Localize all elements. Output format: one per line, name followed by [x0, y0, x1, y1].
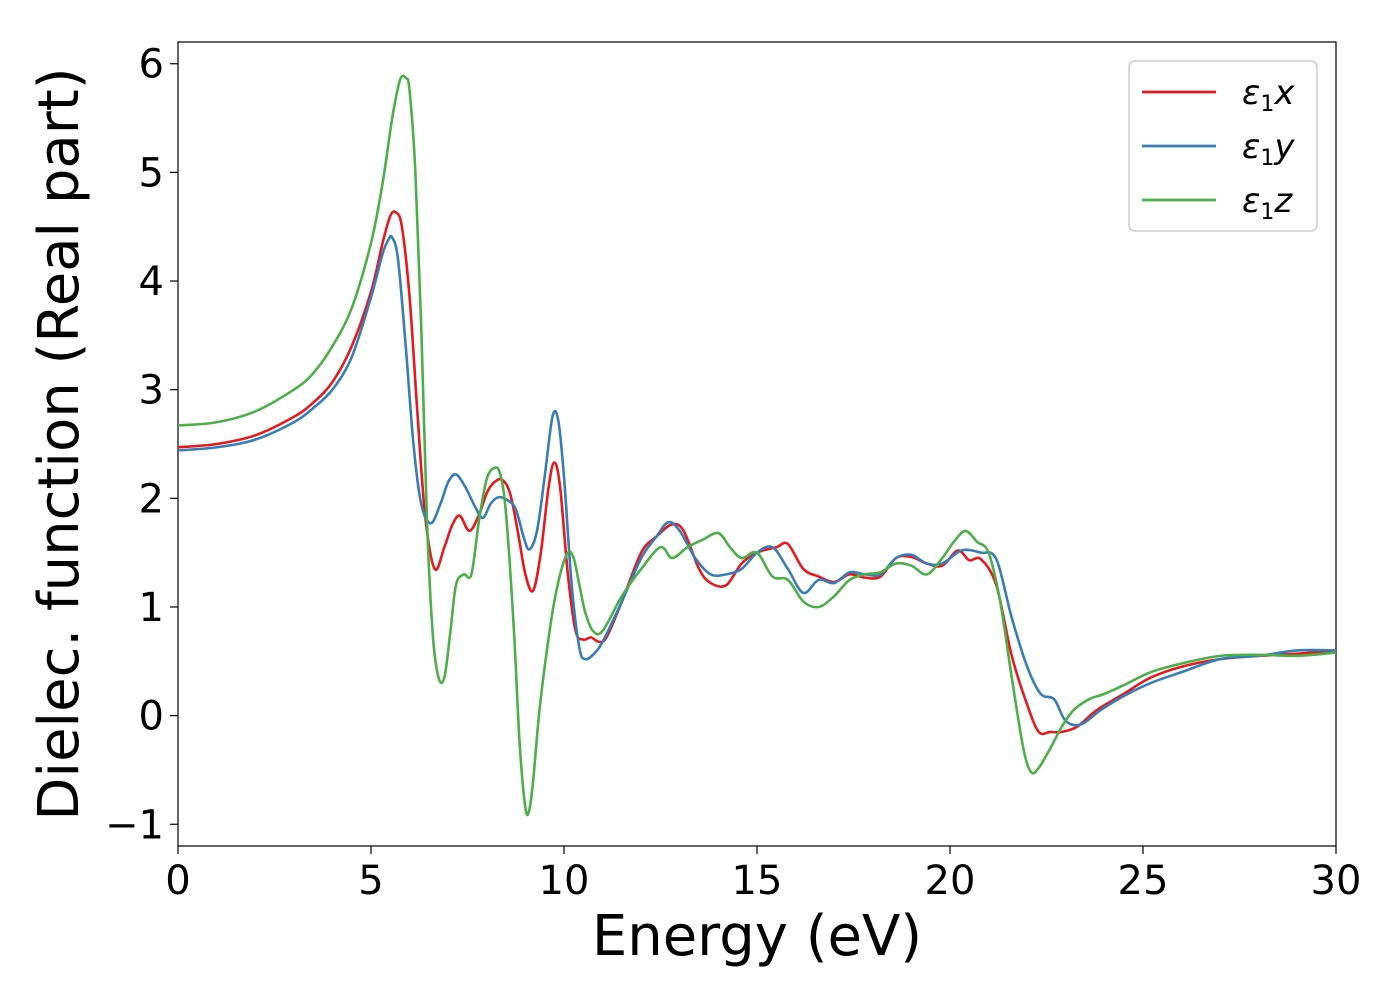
y-axis: −1 0 1 2 3 4 5 6 [105, 42, 178, 848]
y-tick-label: 2 [139, 476, 164, 522]
legend-label-z: ε1z [1242, 181, 1293, 225]
y-tick-label: 5 [139, 150, 164, 196]
y-tick-label: −1 [105, 802, 164, 848]
legend-box [1128, 60, 1318, 232]
series-layer [178, 74, 1336, 817]
y-tick-label: 3 [139, 368, 164, 414]
x-tick-label: 30 [1311, 858, 1362, 904]
series-line-z [178, 74, 1336, 817]
x-axis-label: Energy (eV) [592, 904, 922, 969]
y-tick-label: 6 [139, 42, 164, 88]
x-tick-label: 10 [539, 858, 590, 904]
legend: ε1x ε1y ε1z [1128, 60, 1318, 232]
x-tick-label: 25 [1118, 858, 1169, 904]
x-tick-label: 5 [358, 858, 383, 904]
x-tick-label: 20 [925, 858, 976, 904]
x-tick-label: 0 [165, 858, 190, 904]
series-line-y [178, 234, 1336, 727]
y-tick-label: 0 [139, 694, 164, 740]
y-tick-label: 1 [139, 585, 164, 631]
series-line-x [178, 210, 1336, 736]
x-axis: 0 5 10 15 20 25 30 [165, 846, 1361, 904]
y-axis-label: Dielec. function (Real part) [27, 67, 92, 820]
y-tick-label: 4 [139, 259, 164, 305]
legend-label-x: ε1x [1242, 73, 1295, 117]
legend-label-y: ε1y [1242, 127, 1295, 171]
x-tick-label: 15 [732, 858, 783, 904]
